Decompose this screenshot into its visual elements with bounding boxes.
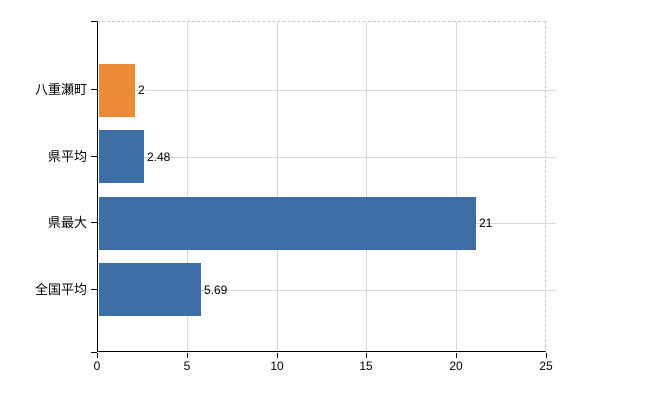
x-axis-tick-label: 15: [359, 359, 373, 373]
x-axis-tick-label: 0: [93, 359, 101, 373]
v-gridline: [277, 22, 278, 351]
x-axis-tick-label: 20: [449, 359, 463, 373]
bar-value-label: 21: [479, 216, 493, 230]
y-axis-tick: [91, 289, 97, 290]
bar: [99, 64, 135, 117]
bar-value-label: 2.48: [147, 150, 171, 164]
x-axis-tick: [97, 353, 98, 358]
bar-value-label: 5.69: [204, 283, 228, 297]
x-axis-tick: [546, 353, 547, 358]
x-axis-tick: [277, 353, 278, 358]
plot-area: 2 2.48 21 5.69: [97, 21, 556, 352]
h-gridline: [98, 157, 556, 158]
bar: [99, 130, 144, 183]
x-axis-tick-label: 10: [270, 359, 284, 373]
y-axis-top-tick: [91, 21, 97, 22]
x-axis-tick-label: 5: [183, 359, 191, 373]
v-gridline: [187, 22, 188, 351]
y-axis-tick: [91, 89, 97, 90]
y-axis-tick: [91, 222, 97, 223]
bar-value-label: 2: [138, 83, 145, 97]
x-axis-tick: [456, 353, 457, 358]
h-gridline: [98, 90, 556, 91]
bar: [99, 263, 201, 316]
v-gridline: [366, 22, 367, 351]
category-label: 県最大: [47, 215, 87, 230]
category-label: 県平均: [47, 149, 87, 164]
x-axis-tick-label: 25: [539, 359, 553, 373]
x-axis-tick: [366, 353, 367, 358]
x-axis-left-overhang: [91, 352, 97, 353]
v-gridline: [456, 22, 457, 351]
h-gridline: [98, 290, 556, 291]
category-label: 八重瀬町: [34, 82, 87, 97]
bar: [99, 197, 476, 250]
y-axis-tick: [91, 156, 97, 157]
x-axis-tick: [187, 353, 188, 358]
category-label: 全国平均: [34, 282, 87, 297]
